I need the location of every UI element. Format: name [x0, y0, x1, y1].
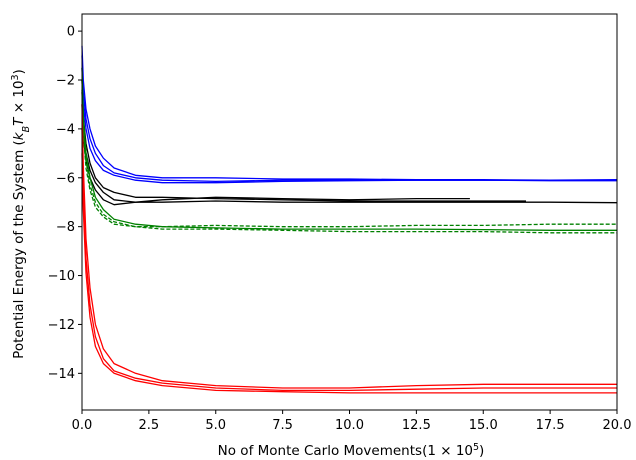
x-tick-label: 0.0	[72, 418, 93, 433]
y-axis-ticks: 0 −2 −4 −6 −8 −10 −12 −14	[48, 25, 82, 382]
series-line-4	[81, 79, 526, 202]
series-line-8	[81, 79, 617, 234]
series-layer	[81, 45, 618, 394]
y-tick-label: −2	[56, 74, 75, 89]
y-tick-label: −6	[56, 171, 75, 186]
y-tick-label: 0	[67, 25, 75, 40]
series-line-6	[81, 104, 470, 206]
y-tick-label: −4	[56, 122, 75, 137]
series-line-11	[81, 128, 617, 392]
x-tick-label: 7.5	[272, 418, 293, 433]
x-axis-label: No of Monte Carlo Movements(1 × 105)	[218, 442, 485, 460]
x-tick-label: 10.0	[335, 418, 364, 433]
x-tick-label: 20.0	[603, 418, 632, 433]
series-line-7	[81, 67, 617, 231]
y-tick-label: −14	[48, 367, 75, 382]
y-tick-label: −10	[48, 269, 75, 284]
y-axis-label: Potential Energy of the System (kBT × 10…	[10, 69, 32, 359]
series-line-12	[81, 153, 617, 394]
x-tick-label: 17.5	[536, 418, 565, 433]
x-axis-ticks: 0.0 2.5 5.0 7.5 10.0 12.5 15.0 17.5 20.0	[72, 410, 632, 433]
x-tick-label: 15.0	[469, 418, 498, 433]
y-tick-label: −12	[48, 318, 75, 333]
x-tick-label: 12.5	[402, 418, 431, 433]
y-tick-label: −8	[56, 220, 75, 235]
x-tick-label: 5.0	[205, 418, 226, 433]
series-line-10	[81, 104, 617, 389]
x-tick-label: 2.5	[139, 418, 160, 433]
series-line-9	[81, 89, 617, 228]
series-line-3	[81, 67, 618, 184]
